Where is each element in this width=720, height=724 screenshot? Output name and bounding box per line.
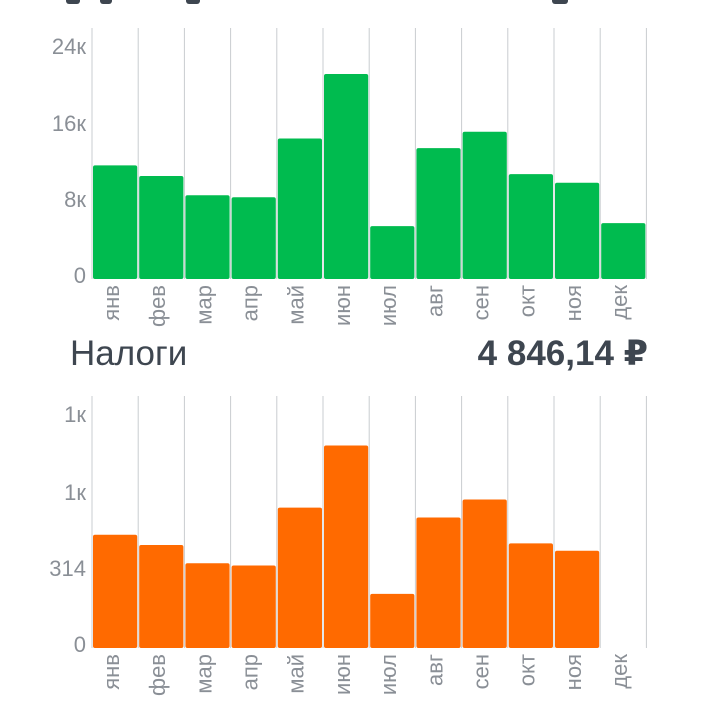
taxes-x-tick-label: дек xyxy=(607,654,632,689)
income-bar-май xyxy=(277,138,322,279)
taxes-bar-авг xyxy=(416,517,461,648)
income-x-tick-label: дек xyxy=(607,285,632,320)
taxes-y-tick-label: 0 xyxy=(74,632,86,657)
taxes-x-tick-label: апр xyxy=(238,654,263,690)
income-y-tick-label: 0 xyxy=(74,263,86,288)
taxes-x-tick-label: мар xyxy=(191,654,216,694)
income-x-tick-label: май xyxy=(284,285,309,325)
income-x-tick-label: авг xyxy=(422,285,447,317)
income-x-tick-label: июл xyxy=(376,285,401,326)
taxes-x-tick-label: июн xyxy=(330,654,355,695)
income-bar-chart: 24к 16к 8к 0 янв фев мар апр май июн июл авг сен окт н… xyxy=(52,28,647,327)
taxes-y-tick-label: 1к xyxy=(64,480,86,505)
taxes-y-tick-label: 1к xyxy=(64,402,86,427)
taxes-bar-мар xyxy=(185,563,230,648)
income-x-tick-label: апр xyxy=(238,285,263,321)
taxes-bar-май xyxy=(277,507,322,648)
income-bar-фев xyxy=(139,176,184,279)
income-bar-апр xyxy=(231,197,276,279)
income-bar-июн xyxy=(324,73,369,279)
income-bar-янв xyxy=(93,165,138,279)
taxes-x-tick-label: июл xyxy=(376,654,401,695)
taxes-bar-ноя xyxy=(555,550,600,648)
taxes-y-tick-label: 314 xyxy=(49,556,86,581)
income-x-tick-label: сен xyxy=(469,285,494,320)
taxes-bar-июн xyxy=(324,445,369,648)
taxes-bar-янв xyxy=(93,534,138,648)
income-bar-мар xyxy=(185,195,230,279)
taxes-x-tick-label: окт xyxy=(515,654,540,686)
taxes-x-tick-label: янв xyxy=(99,654,124,690)
taxes-bar-апр xyxy=(231,565,276,648)
clipped-previous-header xyxy=(0,0,720,10)
income-bar-ноя xyxy=(555,182,600,279)
taxes-bar-июл xyxy=(370,593,415,648)
income-x-tick-label: окт xyxy=(515,285,540,317)
income-bar-сен xyxy=(462,131,507,279)
taxes-x-tick-label: май xyxy=(284,654,309,694)
income-x-tick-label: июн xyxy=(330,285,355,326)
taxes-x-tick-label: ноя xyxy=(561,654,586,690)
taxes-bar-сен xyxy=(462,499,507,648)
taxes-x-tick-label: авг xyxy=(422,654,447,686)
income-x-tick-label: фев xyxy=(145,285,170,327)
income-bar-дек xyxy=(601,223,646,279)
taxes-title: Налоги xyxy=(70,334,188,373)
income-bar-окт xyxy=(508,174,553,279)
taxes-bar-фев xyxy=(139,545,184,648)
income-bar-авг xyxy=(416,148,461,279)
income-y-tick-label: 8к xyxy=(64,187,86,212)
income-x-tick-label: ноя xyxy=(561,285,586,321)
taxes-bar-окт xyxy=(508,543,553,648)
income-x-tick-label: янв xyxy=(99,285,124,321)
income-y-tick-label: 16к xyxy=(52,111,86,136)
income-bar-июл xyxy=(370,226,415,279)
taxes-total: 4 846,14 ₽ xyxy=(477,334,648,373)
taxes-header: Налоги 4 846,14 ₽ xyxy=(70,328,648,380)
taxes-x-tick-label: фев xyxy=(145,654,170,696)
income-x-tick-label: мар xyxy=(191,285,216,325)
taxes-x-tick-label: сен xyxy=(469,654,494,689)
income-y-tick-label: 24к xyxy=(52,34,86,59)
